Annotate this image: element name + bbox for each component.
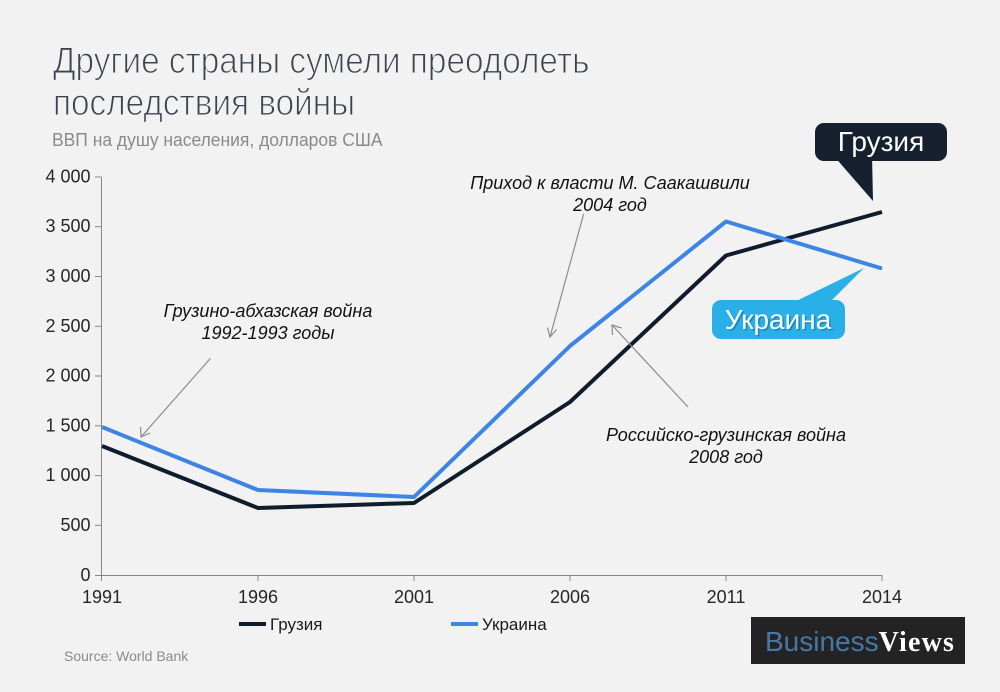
svg-text:2001: 2001	[394, 587, 434, 607]
svg-text:Грузия: Грузия	[838, 126, 925, 157]
svg-text:3 000: 3 000	[45, 266, 90, 286]
svg-text:Грузия: Грузия	[270, 615, 323, 634]
svg-text:2 500: 2 500	[45, 316, 90, 336]
svg-text:2004 год: 2004 год	[572, 195, 647, 215]
svg-text:1991: 1991	[82, 587, 122, 607]
svg-text:Российско-грузинская война: Российско-грузинская война	[606, 425, 846, 445]
svg-text:500: 500	[60, 515, 90, 535]
svg-text:BusinessViews: BusinessViews	[765, 626, 955, 658]
svg-text:2006: 2006	[550, 587, 590, 607]
svg-text:1 500: 1 500	[45, 415, 90, 435]
svg-text:1996: 1996	[238, 587, 278, 607]
svg-text:Украина: Украина	[482, 615, 547, 634]
svg-text:4 000: 4 000	[45, 167, 90, 187]
svg-text:2011: 2011	[707, 587, 746, 607]
svg-text:2008 год: 2008 год	[688, 447, 763, 467]
svg-text:1992-1993 годы: 1992-1993 годы	[202, 323, 335, 343]
svg-text:2 000: 2 000	[45, 366, 90, 386]
svg-text:3 500: 3 500	[45, 216, 90, 236]
svg-text:Приход к власти М. Саакашвили: Приход к власти М. Саакашвили	[470, 173, 750, 193]
svg-text:Украина: Украина	[725, 304, 832, 335]
svg-text:1 000: 1 000	[45, 465, 90, 485]
svg-text:2014: 2014	[862, 587, 902, 607]
svg-text:Грузино-абхазская война: Грузино-абхазская война	[164, 301, 373, 321]
svg-text:0: 0	[80, 565, 90, 585]
svg-text:Украина: Украина	[726, 306, 833, 337]
